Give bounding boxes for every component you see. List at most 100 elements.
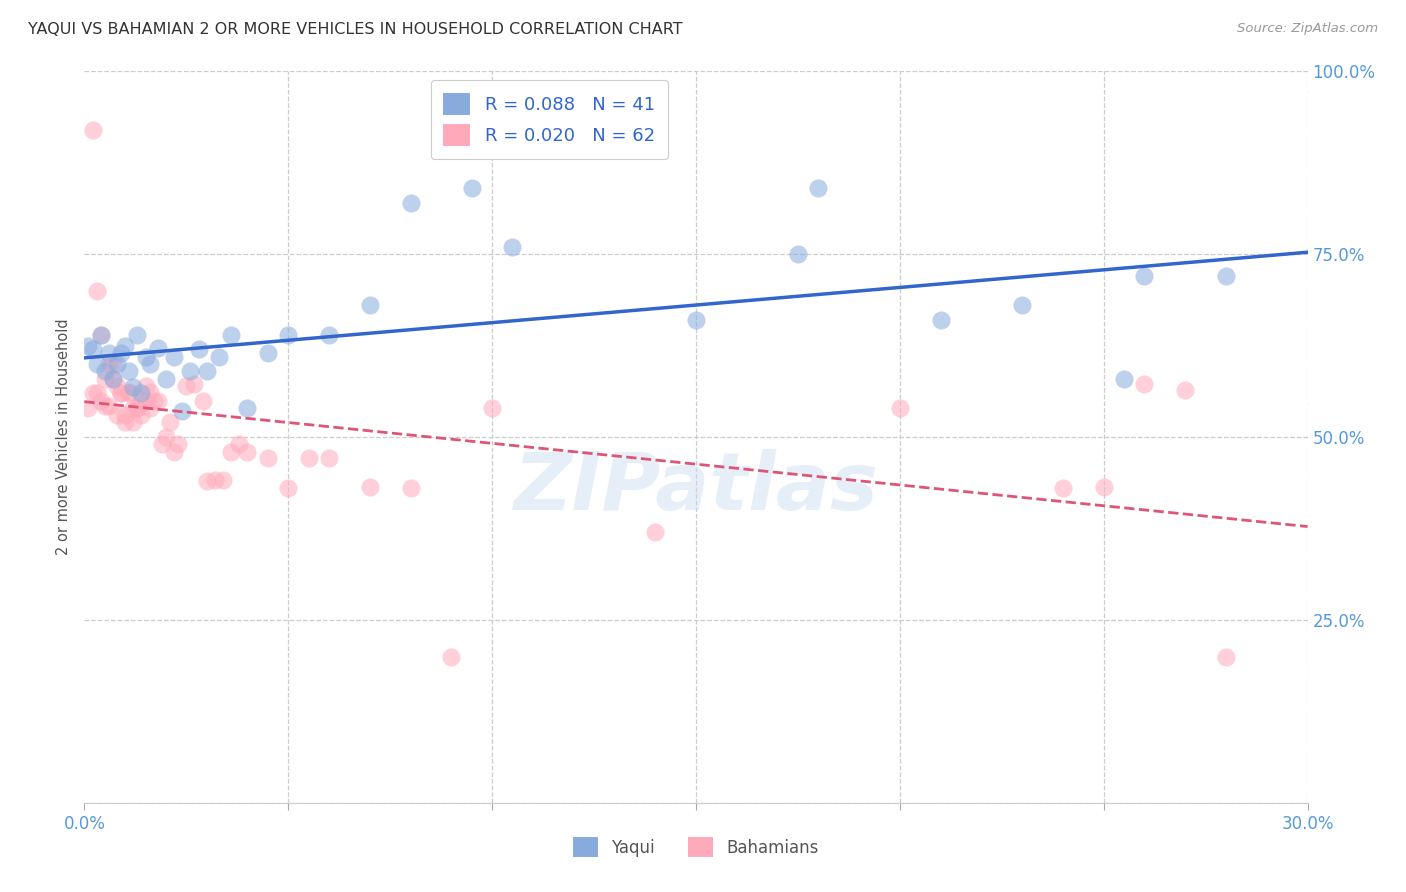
Point bbox=[86, 284, 108, 298]
Point bbox=[93, 400, 117, 414]
Point bbox=[179, 364, 201, 378]
Text: ZIPatlas: ZIPatlas bbox=[513, 450, 879, 527]
Point bbox=[1052, 481, 1074, 495]
Point bbox=[127, 327, 149, 342]
Point bbox=[257, 450, 280, 465]
Point bbox=[127, 401, 149, 415]
Point bbox=[1133, 269, 1156, 284]
Point bbox=[90, 327, 112, 342]
Point bbox=[163, 444, 186, 458]
Point bbox=[159, 416, 181, 430]
Point bbox=[90, 327, 112, 342]
Point bbox=[101, 371, 124, 385]
Point bbox=[195, 474, 218, 488]
Point bbox=[318, 450, 340, 465]
Point bbox=[138, 357, 160, 371]
Point bbox=[93, 364, 117, 378]
Point bbox=[298, 450, 321, 465]
Legend: Yaqui, Bahamians: Yaqui, Bahamians bbox=[567, 830, 825, 864]
Point bbox=[359, 480, 381, 494]
Point bbox=[163, 350, 186, 364]
Point bbox=[146, 341, 169, 355]
Point bbox=[1114, 371, 1136, 385]
Point bbox=[183, 377, 205, 392]
Point bbox=[195, 364, 218, 378]
Point bbox=[77, 338, 100, 352]
Point bbox=[82, 123, 104, 137]
Point bbox=[135, 393, 157, 408]
Point bbox=[90, 393, 112, 408]
Text: YAQUI VS BAHAMIAN 2 OR MORE VEHICLES IN HOUSEHOLD CORRELATION CHART: YAQUI VS BAHAMIAN 2 OR MORE VEHICLES IN … bbox=[28, 22, 683, 37]
Point bbox=[110, 386, 132, 401]
Point bbox=[86, 386, 108, 401]
Point bbox=[114, 408, 136, 422]
Point bbox=[685, 313, 707, 327]
Point bbox=[105, 379, 128, 393]
Point bbox=[131, 393, 153, 408]
Point bbox=[807, 181, 830, 195]
Point bbox=[150, 437, 173, 451]
Point bbox=[1174, 383, 1197, 397]
Point bbox=[481, 401, 503, 415]
Point bbox=[97, 400, 120, 414]
Text: Source: ZipAtlas.com: Source: ZipAtlas.com bbox=[1237, 22, 1378, 36]
Point bbox=[122, 416, 145, 430]
Point bbox=[1092, 480, 1115, 494]
Point bbox=[228, 437, 250, 451]
Point bbox=[142, 393, 165, 408]
Point bbox=[82, 386, 104, 401]
Point bbox=[929, 313, 952, 327]
Point bbox=[277, 481, 299, 495]
Point bbox=[208, 350, 231, 364]
Point bbox=[105, 408, 128, 422]
Point bbox=[114, 338, 136, 352]
Point bbox=[889, 401, 911, 415]
Point bbox=[114, 416, 136, 430]
Point bbox=[93, 371, 117, 385]
Point bbox=[127, 401, 149, 415]
Point bbox=[257, 346, 280, 360]
Point bbox=[440, 649, 463, 664]
Point bbox=[644, 525, 666, 540]
Point bbox=[131, 386, 153, 401]
Point bbox=[219, 444, 242, 458]
Point bbox=[1011, 298, 1033, 312]
Point bbox=[787, 247, 810, 261]
Point bbox=[77, 401, 100, 415]
Point bbox=[131, 408, 153, 422]
Point bbox=[118, 386, 141, 401]
Point bbox=[101, 357, 124, 371]
Point bbox=[146, 393, 169, 408]
Point bbox=[105, 357, 128, 371]
Point bbox=[461, 181, 484, 195]
Point bbox=[110, 346, 132, 360]
Point bbox=[187, 343, 209, 357]
Point bbox=[204, 473, 226, 487]
Point bbox=[172, 404, 194, 418]
Point bbox=[191, 393, 214, 408]
Point bbox=[97, 346, 120, 360]
Point bbox=[122, 401, 145, 415]
Point bbox=[399, 196, 422, 211]
Point bbox=[1215, 649, 1237, 664]
Point bbox=[135, 350, 157, 364]
Point bbox=[167, 437, 190, 451]
Point bbox=[359, 298, 381, 312]
Point bbox=[1133, 377, 1156, 392]
Point bbox=[277, 327, 299, 342]
Y-axis label: 2 or more Vehicles in Household: 2 or more Vehicles in Household bbox=[56, 318, 72, 556]
Point bbox=[110, 386, 132, 401]
Point bbox=[318, 327, 340, 342]
Point bbox=[236, 444, 259, 458]
Point bbox=[122, 380, 145, 394]
Point bbox=[155, 371, 177, 385]
Point bbox=[236, 401, 259, 415]
Point bbox=[118, 384, 141, 399]
Point bbox=[1215, 269, 1237, 284]
Point bbox=[101, 371, 124, 385]
Point bbox=[219, 327, 242, 342]
Point bbox=[86, 357, 108, 371]
Point bbox=[135, 379, 157, 393]
Point bbox=[138, 401, 160, 415]
Point bbox=[97, 357, 120, 371]
